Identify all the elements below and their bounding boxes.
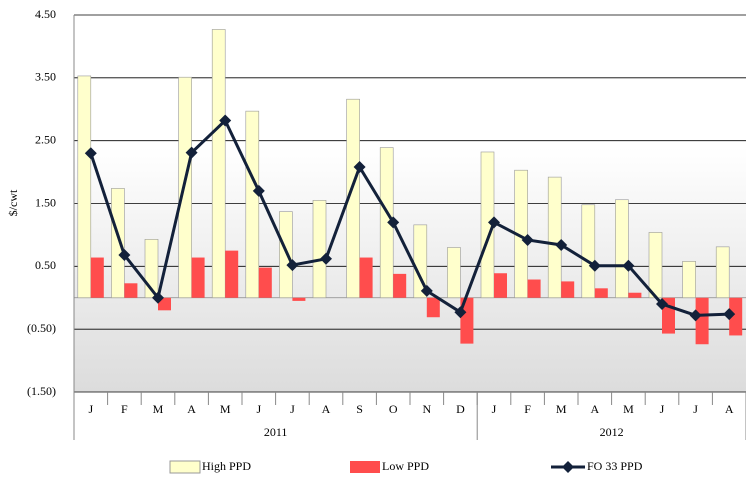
bar	[279, 211, 293, 299]
bar	[426, 297, 440, 318]
marker	[488, 216, 500, 229]
bar	[561, 281, 575, 298]
marker	[656, 298, 668, 311]
bar	[211, 29, 226, 299]
bar	[191, 257, 205, 298]
bar	[393, 273, 407, 298]
marker	[320, 252, 332, 265]
marker	[219, 114, 232, 127]
y-tick-label: 4.50	[35, 7, 56, 21]
legend-label: Low PPD	[382, 459, 429, 473]
marker	[454, 306, 467, 319]
x-tick-label: N	[422, 402, 431, 416]
x-tick-label: J	[88, 402, 93, 416]
x-tick-label: J	[256, 402, 261, 416]
x-tick-label: J	[693, 402, 698, 416]
x-tick-label: M	[153, 402, 164, 416]
x-tick-label: M	[623, 402, 634, 416]
bar	[77, 75, 92, 299]
x-tick-label: M	[556, 402, 567, 416]
bar	[494, 273, 507, 298]
marker	[118, 249, 131, 262]
bar	[124, 283, 138, 298]
marker	[689, 309, 702, 322]
bar	[581, 204, 596, 299]
x-tick-label: F	[524, 402, 531, 416]
bar	[258, 267, 272, 298]
y-tick-label: 3.50	[35, 70, 56, 84]
x-tick-label: J	[660, 402, 665, 416]
marker	[185, 146, 198, 159]
bar	[292, 297, 306, 301]
marker	[521, 233, 534, 246]
marker	[252, 184, 265, 197]
x-tick-label: J	[290, 402, 295, 416]
x-group-label: 2012	[600, 425, 624, 439]
y-tick-label: (0.50)	[27, 321, 56, 335]
bar	[547, 176, 562, 299]
bar	[715, 246, 730, 299]
bar	[447, 247, 461, 299]
bar	[628, 292, 642, 298]
bar	[695, 297, 709, 345]
legend-swatch	[350, 461, 380, 473]
y-axis-label: $/cwt	[6, 189, 20, 216]
x-group-label: 2011	[264, 425, 288, 439]
marker	[588, 259, 601, 272]
bar	[359, 257, 373, 298]
x-tick-label: A	[322, 402, 331, 416]
bar	[225, 250, 239, 298]
marker	[84, 147, 97, 160]
x-tick-label: D	[456, 402, 465, 416]
bar	[460, 297, 474, 344]
x-tick-label: M	[220, 402, 231, 416]
legend-label: High PPD	[202, 459, 251, 473]
bar	[111, 188, 125, 299]
bar	[648, 232, 663, 299]
bar	[158, 297, 171, 311]
marker	[555, 238, 568, 251]
x-tick-label: J	[492, 402, 497, 416]
bar	[729, 297, 743, 336]
bar	[245, 110, 260, 299]
marker	[387, 216, 400, 229]
x-tick-label: A	[187, 402, 196, 416]
x-tick-label: S	[356, 402, 363, 416]
marker	[286, 259, 299, 272]
x-tick-label: A	[590, 402, 599, 416]
x-tick-label: A	[725, 402, 734, 416]
y-tick-label: 1.50	[35, 195, 56, 209]
bar	[178, 76, 192, 299]
legend-label: FO 33 PPD	[587, 459, 643, 473]
bar	[312, 200, 327, 299]
y-tick-label: 0.50	[35, 258, 56, 272]
x-tick-label: F	[121, 402, 128, 416]
legend-swatch	[562, 461, 574, 473]
marker	[152, 291, 164, 304]
bar	[90, 257, 104, 298]
bar	[527, 279, 541, 298]
y-tick-label: (1.50)	[27, 384, 56, 398]
bar	[594, 288, 608, 298]
marker	[420, 284, 433, 297]
x-tick-label: O	[389, 402, 398, 416]
marker	[622, 259, 635, 272]
marker	[723, 308, 736, 321]
bar	[682, 261, 696, 299]
y-tick-label: 2.50	[35, 132, 56, 146]
legend-swatch	[169, 460, 201, 474]
marker	[353, 161, 366, 174]
bar	[615, 199, 629, 299]
